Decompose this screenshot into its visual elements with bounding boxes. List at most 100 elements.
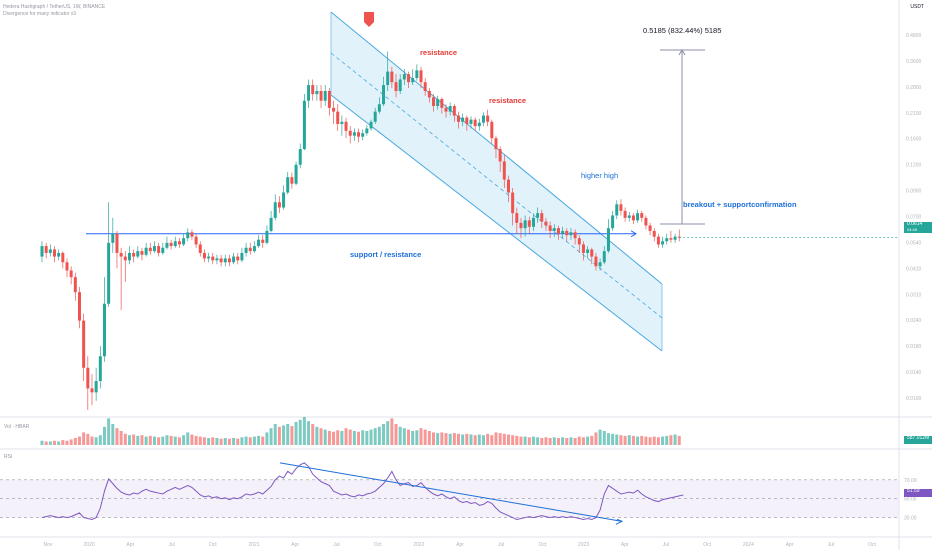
volume-bar — [207, 438, 211, 445]
price-tick-label: 0.0140 — [906, 370, 922, 376]
higher-high-label: higher high — [581, 171, 618, 180]
volume-bar — [40, 440, 44, 445]
candle-body — [252, 246, 256, 252]
volume-bar — [652, 436, 656, 445]
candle-body — [407, 74, 411, 83]
candle-body — [457, 115, 460, 122]
candle-body — [590, 249, 594, 257]
candle-body — [198, 244, 202, 253]
volume-bar — [486, 433, 490, 445]
time-tick-label: Oct — [868, 542, 876, 548]
price-tick-label: 0.0700 — [906, 215, 922, 221]
volume-bar — [223, 438, 227, 445]
volume-bar — [336, 430, 340, 445]
last-price-countdown: 04:45 — [907, 227, 918, 232]
candle-body — [502, 161, 506, 180]
candle-body — [615, 204, 619, 216]
candle-body — [473, 119, 477, 127]
volume-bar — [365, 431, 369, 445]
candle-body — [161, 247, 165, 253]
volume-bar — [640, 435, 644, 445]
candle-body — [552, 228, 556, 231]
candle-body — [186, 232, 190, 239]
volume-bar — [340, 431, 344, 445]
candle-body — [219, 258, 223, 263]
candle-body — [577, 238, 581, 245]
volume-bar — [286, 424, 290, 445]
volume-bar — [394, 424, 398, 445]
candle-body — [561, 230, 565, 234]
support-arrow-head — [630, 230, 637, 238]
candle-body — [57, 252, 61, 257]
volume-bar — [136, 435, 140, 445]
volume-bar — [44, 441, 48, 445]
volume-bar — [69, 439, 73, 445]
candle-body — [102, 303, 106, 357]
candle-body — [73, 277, 77, 293]
volume-tag: 587.012M — [904, 436, 932, 444]
candle-body — [361, 133, 365, 137]
time-tick-label: Apr — [621, 542, 629, 548]
volume-bar — [457, 433, 460, 445]
volume-bar — [561, 437, 565, 445]
time-tick-label: 2020 — [84, 542, 95, 548]
support-label: support / resistance — [350, 250, 421, 259]
candle-body — [652, 230, 656, 237]
candle-body — [136, 251, 140, 257]
rsi-divergence-line — [279, 462, 623, 522]
time-tick-label: Oct — [209, 542, 217, 548]
candle-body — [323, 91, 327, 101]
volume-bar — [257, 435, 261, 445]
volume-bar — [169, 435, 173, 445]
candle-body — [440, 99, 444, 108]
volume-bar — [182, 435, 186, 445]
channel-fill — [331, 12, 662, 351]
candle-body — [598, 262, 602, 267]
candle-body — [644, 217, 648, 226]
candle-body — [365, 128, 369, 134]
volume-bar — [173, 436, 177, 445]
candle-body — [344, 121, 348, 131]
volume-bar — [132, 434, 136, 445]
candle-body — [556, 228, 560, 234]
volume-bar — [656, 437, 660, 445]
candle-body — [648, 225, 652, 231]
candle-body — [352, 132, 356, 136]
candle-body — [527, 220, 531, 227]
candle-body — [627, 215, 631, 218]
volume-bar — [232, 438, 236, 445]
candle-body — [248, 247, 252, 252]
candle-body — [523, 220, 527, 229]
volume-bar — [94, 437, 98, 445]
candle-body — [623, 210, 627, 218]
currency-label: USDT — [910, 4, 924, 10]
candle-body — [486, 115, 490, 122]
volume-bar — [473, 435, 477, 445]
candle-body — [382, 85, 386, 105]
volume-bar — [469, 434, 473, 445]
volume-bar — [186, 432, 190, 445]
price-tick-label: 0.0100 — [906, 396, 922, 402]
volume-bar — [619, 435, 623, 445]
volume-bar — [348, 429, 352, 445]
volume-bar — [407, 429, 411, 445]
volume-bar — [598, 429, 602, 445]
candle-body — [173, 241, 177, 247]
candle-body — [494, 138, 498, 150]
resistance-label-1: resistance — [420, 48, 457, 57]
volume-bar — [357, 431, 361, 445]
candle-body — [481, 115, 485, 123]
candle-body — [98, 356, 102, 382]
volume-bar — [519, 436, 523, 445]
volume-bar — [390, 418, 394, 445]
candle-body — [190, 232, 194, 237]
candle-body — [286, 177, 290, 193]
volume-bar — [119, 431, 123, 445]
candle-body — [223, 258, 227, 263]
volume-bar — [573, 438, 577, 445]
candle-body — [411, 78, 415, 83]
candle-body — [377, 104, 381, 112]
volume-bar — [148, 435, 152, 445]
time-tick-label: Nov — [44, 542, 53, 548]
volume-bar — [290, 426, 294, 445]
